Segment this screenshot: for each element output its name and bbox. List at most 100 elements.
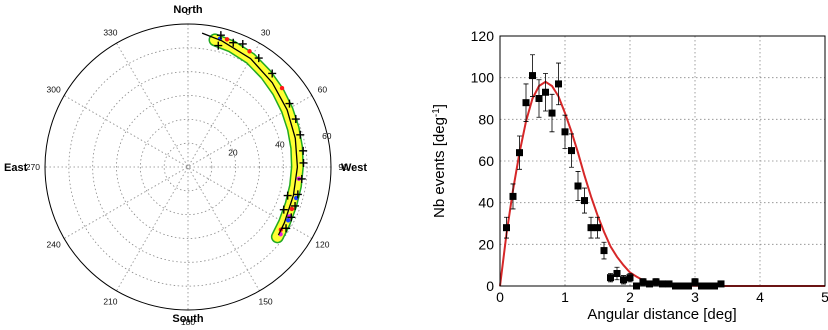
polar-point-black-cross <box>254 54 263 63</box>
polar-point-red <box>247 49 252 54</box>
polar-point-black-cross <box>299 146 308 155</box>
histogram-data-point <box>652 278 660 286</box>
polar-point-blue <box>285 218 291 223</box>
polar-point-black-cross <box>214 41 223 50</box>
polar-grid <box>45 24 331 310</box>
cardinal-south: South <box>172 313 203 325</box>
polar-grid-ring <box>92 71 284 263</box>
polar-point-black-cross <box>287 213 296 222</box>
polar-point-black-cross <box>285 99 294 108</box>
histogram-data-point <box>646 280 653 288</box>
polar-radial-tick-label: 60 <box>322 131 332 141</box>
histogram-x-ticks: 0 1 2 3 4 5 <box>496 289 828 305</box>
histogram-y-tick-label: 0 <box>486 278 494 294</box>
polar-point-black-cross <box>268 69 277 78</box>
histogram-data-point <box>503 224 510 232</box>
histogram-plot-area <box>500 36 825 286</box>
polar-angle-tick-label: 210 <box>103 296 117 306</box>
polar-point-black-cross <box>238 39 247 48</box>
histogram-data-point <box>607 274 614 282</box>
polar-angle-tick-label: 30 <box>261 28 271 38</box>
polar-point-black-cross <box>291 115 300 124</box>
polar-point-black-cross <box>216 31 225 40</box>
histogram-data-point <box>548 109 556 117</box>
histogram-x-tick-label: 4 <box>756 289 764 305</box>
histogram-x-tick-label: 3 <box>691 289 699 305</box>
polar-angle-tick-label: 270 <box>26 162 40 172</box>
histogram-plot: 0 1 2 3 4 5 0 20 40 60 80 100 120 Angular distance … <box>431 28 828 323</box>
histogram-data-point <box>535 95 543 102</box>
polar-plot: 0 30 60 90 120 150 180 210 240 270 300 330 20 40 60 N… <box>4 4 367 327</box>
polar-point-red <box>289 206 295 212</box>
histogram-data-point <box>717 280 725 288</box>
polar-fit-line <box>201 32 299 236</box>
histogram-y-tick-label: 20 <box>478 236 494 252</box>
histogram-data-point <box>691 278 699 286</box>
polar-point-black-cross <box>297 174 306 183</box>
polar-radial-tick-label: 40 <box>275 139 285 149</box>
histogram-data-point <box>542 88 549 96</box>
cardinal-west: West <box>341 162 367 174</box>
cardinal-east: East <box>4 162 28 174</box>
y-axis-label-main: Nb events [deg <box>431 117 448 218</box>
polar-point-black-cross <box>279 205 288 214</box>
histogram-data-point <box>587 224 595 232</box>
histogram-y-tick-label: 80 <box>478 111 494 127</box>
histogram-data-point <box>555 80 562 88</box>
histogram-x-tick-label: 1 <box>561 289 569 305</box>
histogram-y-tick-label: 120 <box>471 28 495 44</box>
polar-radial-tick-label: 20 <box>228 148 238 158</box>
histogram-y-ticks: 0 20 40 60 80 100 120 <box>471 28 495 294</box>
polar-point-black-cross <box>282 224 291 233</box>
polar-angle-ticks: 0 30 60 90 120 150 180 210 240 270 300 330 <box>26 7 348 327</box>
polar-angle-tick-label: 60 <box>318 84 328 94</box>
polar-outer-circle <box>44 23 332 311</box>
polar-point-black-cross <box>299 158 308 167</box>
histogram-data-point <box>665 280 673 288</box>
histogram-data-point <box>529 72 536 80</box>
histogram-panel: 0 1 2 3 4 5 0 20 40 60 80 100 120 Angular distance … <box>420 0 828 325</box>
histogram-data-point <box>594 224 601 232</box>
histogram-data-point <box>561 128 569 136</box>
histogram-y-tick-label: 100 <box>471 70 495 86</box>
histogram-data-point <box>509 192 517 200</box>
histogram-data-point <box>522 99 530 107</box>
histogram-data-point <box>613 270 621 277</box>
polar-grid-ring <box>116 95 260 239</box>
x-axis-label: Angular distance [deg] <box>587 306 736 323</box>
polar-angle-tick-label: 180 <box>181 317 195 325</box>
polar-point-black-cross <box>283 191 292 200</box>
histogram-grid <box>500 36 825 286</box>
histogram-data-point <box>620 276 627 284</box>
polar-point-black-cross <box>296 130 305 139</box>
histogram-y-tick-label: 60 <box>478 153 494 169</box>
polar-angle-tick-label: 120 <box>315 240 329 250</box>
histogram-x-tick-label: 0 <box>496 289 504 305</box>
y-axis-label-close: ] <box>431 104 448 108</box>
polar-background <box>45 24 331 310</box>
histogram-data-point <box>639 278 647 286</box>
histogram-axes-box <box>499 35 826 287</box>
histogram-data-point <box>581 197 588 205</box>
histogram-data-point <box>516 149 523 157</box>
polar-grid-ring <box>163 142 213 192</box>
polar-radial-ticks: 20 40 60 <box>228 131 332 158</box>
polar-angle-tick-label: 0 <box>186 7 191 17</box>
histogram-data-point <box>600 247 608 255</box>
histogram-data-point <box>659 280 666 288</box>
y-axis-label-superscript: -1 <box>431 108 442 117</box>
polar-angle-tick-label: 90 <box>338 162 348 172</box>
polar-point-black-cross <box>229 38 238 47</box>
histogram-x-tick-label: 5 <box>821 289 828 305</box>
cardinal-north: North <box>173 4 203 16</box>
polar-point-black-cross <box>293 190 302 199</box>
y-axis-label: Nb events [deg-1] <box>431 104 449 218</box>
histogram-data-point <box>568 147 575 155</box>
polar-grid-ring <box>139 118 237 216</box>
polar-grid-ring <box>68 47 308 287</box>
histogram-x-tick-label: 2 <box>626 289 634 305</box>
polar-scatter <box>214 31 308 237</box>
polar-angle-tick-label: 330 <box>103 28 117 38</box>
polar-angle-tick-label: 300 <box>47 84 61 94</box>
